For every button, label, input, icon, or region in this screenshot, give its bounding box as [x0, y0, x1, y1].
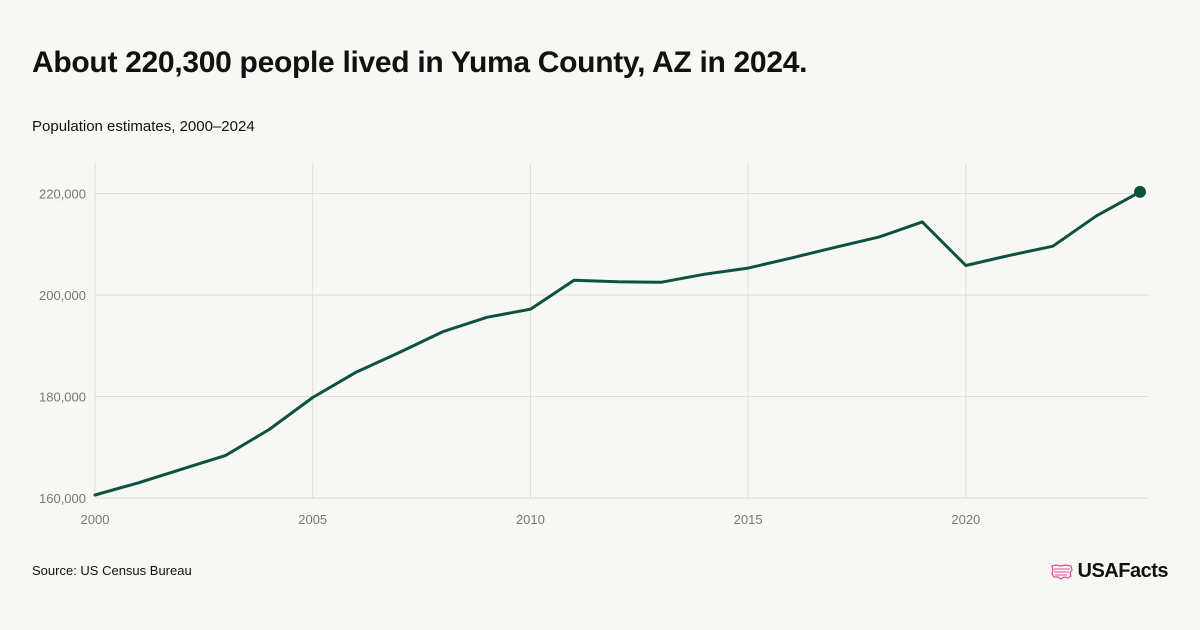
x-tick-label: 2000: [81, 512, 110, 527]
data-point: [920, 220, 924, 224]
data-points: [93, 185, 1146, 497]
last-data-point: [1134, 185, 1146, 198]
chart-title: About 220,300 people lived in Yuma Count…: [32, 46, 808, 79]
x-tick-label: 2010: [516, 512, 545, 527]
data-point: [354, 370, 358, 374]
data-point: [1094, 214, 1098, 218]
x-tick-label: 2015: [734, 512, 763, 527]
data-point: [746, 266, 750, 270]
data-point: [572, 278, 576, 282]
y-axis-ticks: 160,000 180,000 200,000 220,000: [39, 186, 86, 506]
data-point: [267, 427, 271, 431]
y-tick-label: 220,000: [39, 186, 86, 201]
y-tick-label: 180,000: [39, 389, 86, 404]
data-point: [703, 272, 707, 276]
data-point: [1051, 244, 1055, 248]
grid-layer: [94, 163, 1148, 499]
population-line: [93, 190, 1142, 497]
x-tick-label: 2005: [298, 512, 327, 527]
data-point: [398, 350, 402, 354]
data-point: [528, 307, 532, 311]
brand-logo[interactable]: USAFacts: [1050, 560, 1169, 583]
y-tick-label: 160,000: [39, 491, 86, 506]
data-point: [790, 256, 794, 260]
data-point: [137, 481, 141, 485]
data-point: [833, 245, 837, 249]
x-tick-label: 2020: [951, 512, 980, 527]
data-point: [441, 330, 445, 334]
chart-subtitle: Population estimates, 2000–2024: [32, 118, 255, 135]
y-tick-label: 200,000: [39, 288, 86, 303]
data-point: [180, 467, 184, 471]
us-map-icon: [1050, 563, 1073, 580]
x-axis-ticks: 2000 2005 2010 2015 2020: [81, 512, 981, 527]
brand-name: USAFacts: [1077, 560, 1169, 582]
data-point: [93, 493, 97, 497]
data-point: [485, 315, 489, 319]
data-point: [877, 235, 881, 239]
data-point: [311, 396, 315, 400]
data-point: [1007, 253, 1011, 257]
source-note: Source: US Census Bureau: [32, 563, 192, 578]
data-point: [964, 264, 968, 268]
data-point: [616, 280, 620, 284]
data-point: [224, 453, 228, 457]
data-point: [659, 280, 663, 284]
